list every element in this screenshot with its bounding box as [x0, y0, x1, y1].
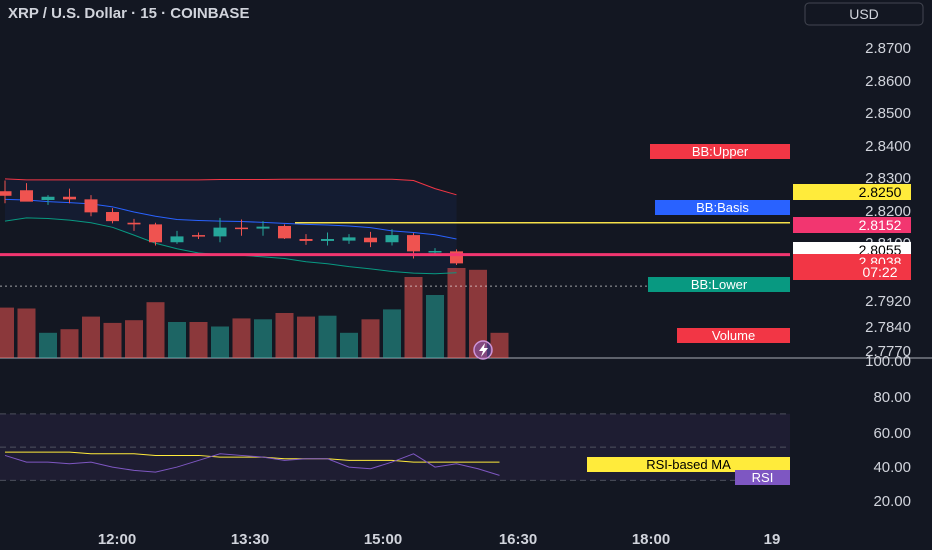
- price-tick-label: 2.7840: [865, 319, 911, 336]
- price-tick-label: 2.8300: [865, 170, 911, 187]
- candle-body: [0, 191, 12, 196]
- lightning-icon-bolt: [479, 343, 488, 357]
- candle-body: [20, 190, 33, 202]
- candle-body: [63, 196, 76, 200]
- volume-bar: [39, 332, 57, 358]
- volume-bar: [383, 309, 401, 358]
- rsi-tick-label: 40.00: [873, 459, 911, 476]
- time-axis-label: 19: [764, 531, 781, 548]
- candle-body: [84, 199, 98, 213]
- price-tick-label: 2.8600: [865, 73, 911, 90]
- rsi-line: [4, 453, 500, 476]
- price-tick-label: 2.8400: [865, 138, 911, 155]
- time-axis-label: 18:00: [632, 531, 670, 548]
- indicator-tag: BB:Lower: [691, 277, 748, 292]
- volume-bar: [275, 313, 294, 358]
- bollinger-band-fill: [5, 178, 457, 274]
- indicator-tag-bg: [735, 470, 790, 485]
- candle-body: [127, 222, 141, 225]
- candle-body: [428, 251, 442, 253]
- rsi-tick-label: 20.00: [873, 493, 911, 510]
- bb-upper-line: [4, 178, 457, 196]
- price-label: 2.8250: [859, 184, 902, 200]
- candle-body: [235, 227, 248, 230]
- rsi-tick-label: 100.00: [865, 353, 911, 370]
- candle-body: [106, 212, 119, 222]
- volume-bar: [168, 322, 186, 358]
- time-axis-label: 12:00: [98, 531, 136, 548]
- candle-body: [170, 236, 184, 243]
- volume-bar: [82, 316, 100, 358]
- price-label-bg: [793, 217, 911, 233]
- price-label: 2.8152: [859, 217, 902, 233]
- time-axis-label: 16:30: [499, 531, 537, 548]
- rsi-tick-label: 80.00: [873, 389, 911, 406]
- volume-bar: [211, 326, 229, 358]
- indicator-tag: RSI-based MA: [646, 457, 731, 472]
- volume-bar: [254, 319, 272, 358]
- candle-body: [342, 237, 356, 241]
- candle-body: [213, 227, 227, 237]
- volume-bar: [361, 319, 380, 358]
- indicator-tag-bg: [677, 328, 790, 343]
- price-tick-label: 2.8700: [865, 40, 911, 57]
- price-label: 07:22: [862, 264, 897, 280]
- bb-basis-line: [4, 198, 457, 240]
- candle-body: [364, 237, 377, 243]
- volume-bar: [447, 268, 466, 358]
- indicator-tag-bg: [650, 144, 790, 159]
- price-label-bg: [793, 184, 911, 200]
- candle-body: [407, 235, 420, 252]
- time-axis-label: 13:30: [231, 531, 269, 548]
- indicator-tag-bg: [648, 277, 790, 292]
- candle-body: [299, 239, 313, 241]
- candle-body: [278, 226, 291, 239]
- price-tick-label: 2.7770: [865, 343, 911, 360]
- volume-bar: [318, 315, 337, 358]
- candle-body: [385, 235, 399, 243]
- volume-bar: [0, 307, 14, 358]
- volume-bar: [125, 320, 143, 358]
- volume-bar: [426, 295, 444, 358]
- volume-bar: [17, 308, 36, 358]
- candle-body: [149, 224, 162, 243]
- volume-bar: [297, 316, 315, 358]
- volume-bar: [60, 329, 79, 358]
- volume-bar: [469, 269, 487, 358]
- rsi-ma-line: [5, 451, 500, 463]
- rsi-tick-label: 60.00: [873, 425, 911, 442]
- indicator-tag: BB:Basis: [696, 200, 749, 215]
- volume-bar: [103, 322, 122, 358]
- candle-body: [41, 196, 55, 200]
- volume-bar: [404, 277, 423, 358]
- candle-body: [321, 239, 334, 241]
- volume-bar: [146, 302, 165, 358]
- volume-bar: [189, 322, 208, 358]
- indicator-tag: RSI: [752, 470, 774, 485]
- price-tick-label: 2.8500: [865, 105, 911, 122]
- indicator-tag: Volume: [712, 328, 755, 343]
- price-label-bg: [793, 264, 911, 280]
- indicator-tag: BB:Upper: [692, 144, 749, 159]
- volume-bar: [232, 318, 251, 358]
- time-axis-label: 15:00: [364, 531, 402, 548]
- indicator-tag-bg: [587, 457, 790, 472]
- price-tick-label: 2.8200: [865, 203, 911, 220]
- indicator-tag-bg: [655, 200, 790, 215]
- price-tick-label: 2.7920: [865, 293, 911, 310]
- candle-body: [256, 226, 270, 229]
- candle-body: [192, 235, 205, 237]
- volume-bar: [490, 332, 509, 358]
- volume-bar: [340, 332, 358, 358]
